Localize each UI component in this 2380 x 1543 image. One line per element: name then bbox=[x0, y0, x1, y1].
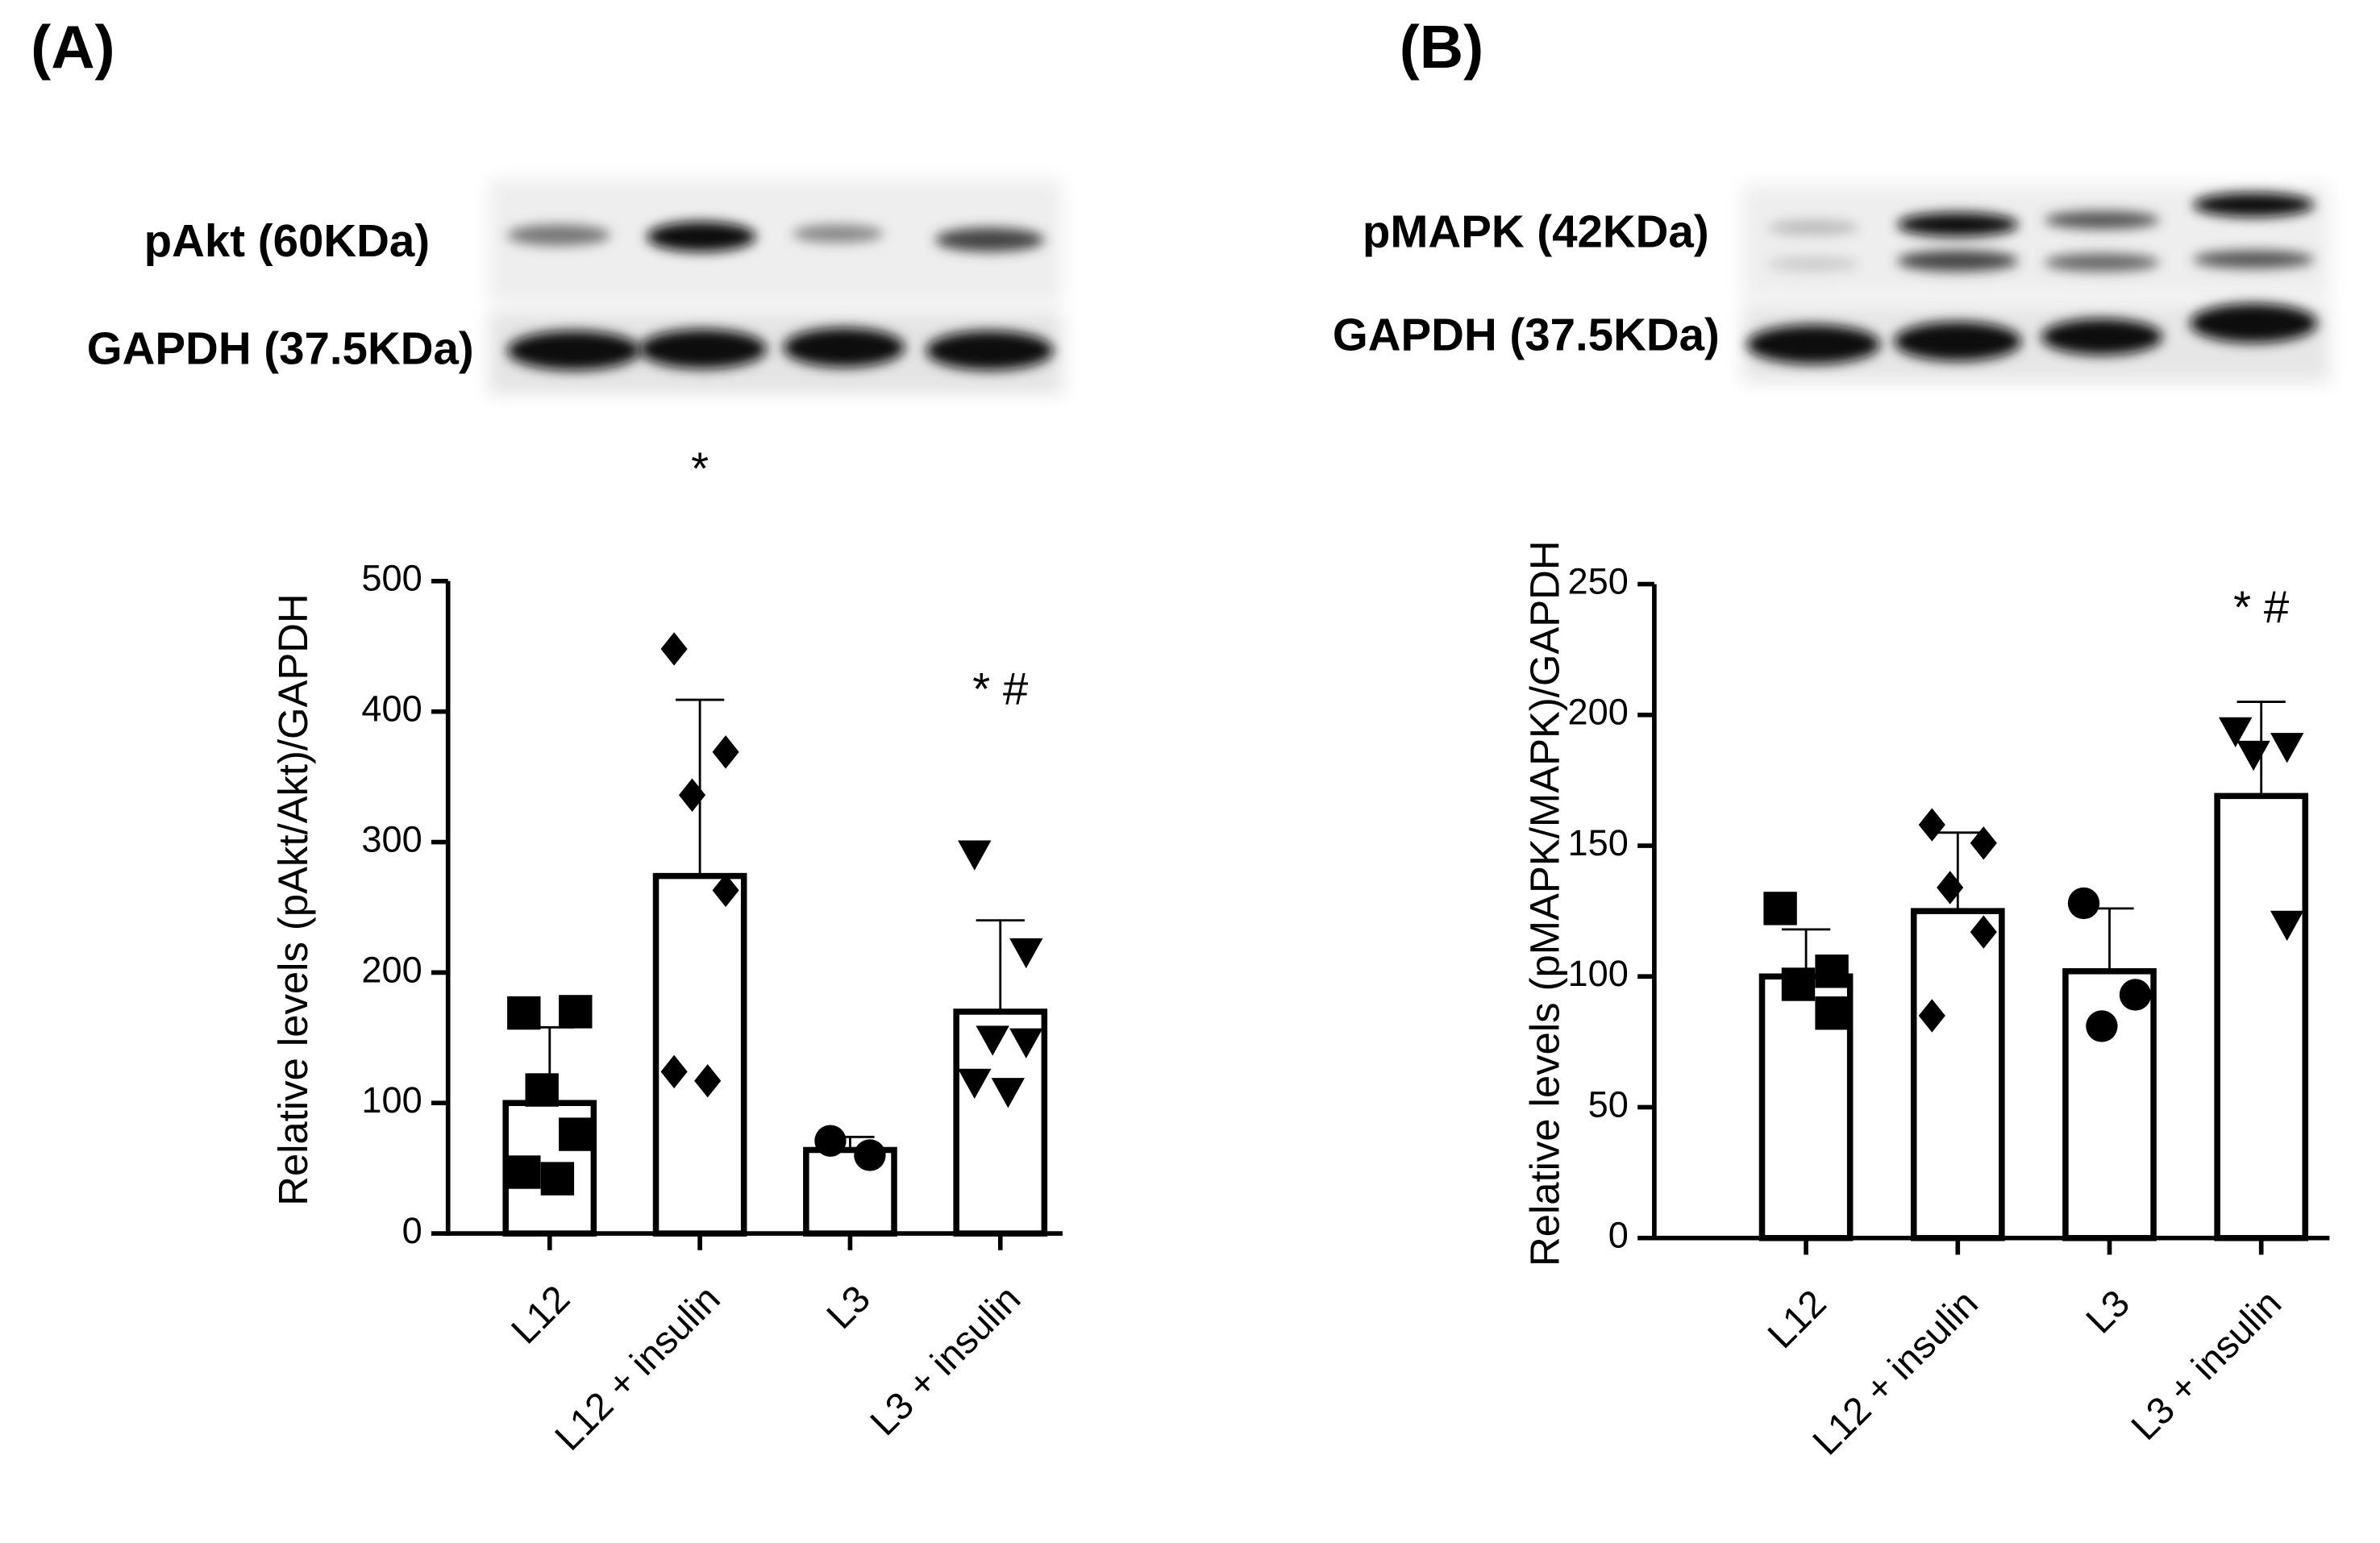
y-tick-label: 250 bbox=[1568, 560, 1629, 601]
data-point bbox=[660, 1054, 688, 1089]
data-point bbox=[2236, 740, 2270, 772]
y-tick-label: 500 bbox=[361, 558, 422, 599]
y-tick-label: 150 bbox=[1568, 822, 1629, 863]
y-axis-label: Relative levels (pAkt/Akt)/GAPDH bbox=[270, 593, 316, 1205]
blot-label: pAkt (60KDa) bbox=[144, 215, 430, 266]
y-tick-label: 200 bbox=[361, 949, 422, 990]
y-tick-label: 100 bbox=[361, 1079, 422, 1121]
data-point bbox=[694, 1064, 722, 1098]
data-point bbox=[854, 1139, 886, 1171]
blot-label: GAPDH (37.5KDa) bbox=[87, 323, 474, 374]
data-point bbox=[1763, 892, 1797, 925]
data-point bbox=[814, 1125, 847, 1157]
data-point bbox=[559, 995, 593, 1029]
bar bbox=[2062, 968, 2157, 1241]
data-point bbox=[507, 1155, 541, 1189]
data-point bbox=[712, 735, 739, 769]
x-tick-label: L3 bbox=[818, 1277, 878, 1337]
annotation: * bbox=[691, 443, 709, 494]
data-point bbox=[991, 1078, 1026, 1108]
y-tick-label: 200 bbox=[1568, 692, 1629, 733]
data-point bbox=[1970, 826, 1997, 860]
data-point bbox=[1009, 1028, 1043, 1058]
data-point bbox=[507, 996, 541, 1030]
panel-label: (A) bbox=[31, 13, 114, 81]
data-point bbox=[2219, 717, 2253, 747]
data-point bbox=[660, 632, 688, 666]
x-tick-label: L3 + insulin bbox=[862, 1277, 1029, 1444]
x-tick-label: L12 bbox=[1759, 1281, 1834, 1356]
y-tick-label: 0 bbox=[1608, 1215, 1629, 1256]
data-point bbox=[1937, 871, 1964, 905]
annotation: * # bbox=[2233, 582, 2290, 633]
data-point bbox=[1781, 967, 1816, 1001]
y-tick-label: 300 bbox=[361, 818, 422, 859]
data-point bbox=[2270, 733, 2304, 763]
blot-label: pMAPK (42KDa) bbox=[1363, 206, 1709, 257]
data-point bbox=[525, 1073, 559, 1107]
western-blot bbox=[1742, 185, 2330, 383]
bar bbox=[652, 872, 747, 1237]
y-tick-label: 100 bbox=[1568, 953, 1629, 994]
data-point bbox=[712, 873, 739, 908]
blot-label: GAPDH (37.5KDa) bbox=[1333, 310, 1720, 360]
data-point bbox=[2270, 910, 2304, 942]
y-tick-label: 400 bbox=[361, 688, 422, 730]
data-point bbox=[540, 1162, 575, 1196]
data-point bbox=[2067, 887, 2100, 920]
data-point bbox=[958, 1068, 992, 1100]
data-point bbox=[1815, 996, 1849, 1030]
data-point bbox=[958, 840, 992, 871]
data-point bbox=[678, 778, 706, 812]
data-point bbox=[1918, 999, 1945, 1033]
panel-label: (B) bbox=[1400, 13, 1483, 81]
x-tick-label: L12 bbox=[502, 1277, 577, 1352]
bar bbox=[1910, 908, 2005, 1241]
bar bbox=[2214, 792, 2309, 1241]
data-point bbox=[1918, 808, 1945, 842]
data-point bbox=[1009, 938, 1043, 969]
data-point bbox=[2086, 1010, 2118, 1042]
y-tick-label: 0 bbox=[402, 1210, 422, 1251]
x-tick-label: L3 bbox=[2078, 1281, 2137, 1341]
data-point bbox=[1970, 915, 1997, 949]
y-axis-label: Relative levels (pMAPK/MAPK)/GAPDH bbox=[1522, 540, 1568, 1266]
western-blot bbox=[489, 179, 1063, 395]
annotation: * # bbox=[972, 663, 1029, 714]
data-point bbox=[1815, 954, 1849, 988]
x-tick-label: L3 + insulin bbox=[2123, 1281, 2290, 1448]
y-tick-label: 50 bbox=[1588, 1083, 1629, 1125]
data-point bbox=[559, 1117, 593, 1151]
data-point bbox=[2119, 979, 2152, 1011]
data-point bbox=[976, 1025, 1009, 1056]
